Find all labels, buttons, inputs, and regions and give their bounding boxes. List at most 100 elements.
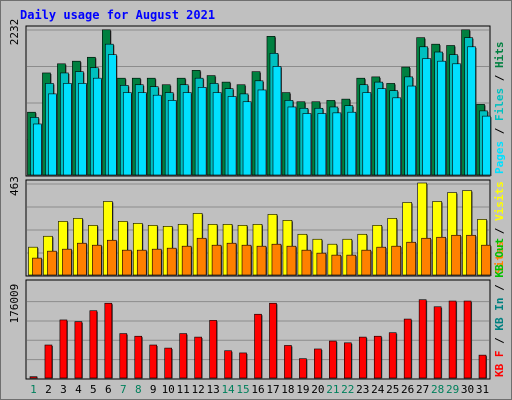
x-tick-label-day-24: 24 [371, 383, 385, 396]
bar-sites-day-26 [406, 241, 416, 276]
bar-kb-f-day-18 [284, 345, 292, 379]
legend-separator: / [493, 331, 506, 351]
bar-pages-day-12 [197, 87, 207, 176]
bar-kb-f-day-16 [254, 313, 262, 379]
legend-entry-hits: Hits [493, 42, 506, 69]
x-tick-label-day-6: 6 [105, 383, 112, 396]
bar-kb-f-day-23 [358, 336, 367, 379]
legend-separator: / [493, 278, 506, 298]
x-tick-label-day-15: 15 [236, 383, 249, 396]
chart-title: Daily usage for August 2021 [20, 8, 215, 22]
bar-pages-day-26 [407, 85, 416, 176]
x-tick-label-day-10: 10 [162, 383, 175, 396]
bar-pages-day-9 [152, 94, 162, 176]
bar-pages-day-24 [377, 88, 387, 176]
bar-kb-f-day-25 [388, 332, 397, 379]
x-tick-label-day-23: 23 [356, 383, 369, 396]
x-tick-label-day-19: 19 [296, 383, 309, 396]
y-max-label: 463 [8, 176, 21, 196]
bar-sites-day-5 [92, 244, 102, 276]
legend-entry-files: Files [493, 88, 506, 121]
x-tick-label-day-14: 14 [221, 383, 235, 396]
bar-pages-day-15 [242, 101, 252, 176]
bar-sites-day-10 [166, 247, 177, 276]
x-tick-label-day-9: 9 [150, 383, 157, 396]
bar-sites-day-11 [181, 245, 192, 276]
bar-kb-f-day-21 [329, 340, 337, 379]
bar-pages-day-2 [48, 93, 57, 176]
panel-visits_sites: 463 Sites / Visits [8, 176, 506, 277]
x-tick-label-day-7: 7 [120, 383, 127, 396]
bar-sites-day-27 [421, 237, 431, 276]
bar-sites-day-20 [316, 252, 327, 276]
bar-sites-day-17 [271, 243, 282, 276]
bar-sites-day-16 [256, 245, 267, 276]
bar-kb-f-day-6 [104, 302, 113, 379]
x-tick-label-day-20: 20 [311, 383, 324, 396]
x-tick-label-day-16: 16 [251, 383, 264, 396]
panel-hits_files_pages: 2232 Pages / Files / Hits [8, 19, 506, 177]
legend-entry-kb-out: KB Out [493, 238, 506, 278]
bar-kb-f-day-19 [299, 358, 307, 379]
bar-pages-day-11 [182, 92, 192, 176]
panel-kbytes: 176009 KB F / KB In / KB Out [8, 238, 506, 380]
bar-kb-f-day-9 [149, 344, 158, 379]
bar-kb-f-day-12 [194, 336, 202, 379]
x-tick-label-day-25: 25 [386, 383, 399, 396]
bar-pages-day-8 [137, 92, 147, 176]
x-tick-label-day-17: 17 [266, 383, 279, 396]
bar-kb-f-day-10 [164, 347, 172, 379]
x-tick-label-day-4: 4 [75, 383, 82, 396]
bar-pages-day-14 [227, 96, 237, 176]
x-tick-label-day-1: 1 [30, 383, 37, 396]
legend-entry-kb-in: KB In [493, 298, 506, 331]
bar-pages-day-27 [422, 58, 431, 176]
bar-pages-day-10 [167, 100, 177, 176]
bar-kb-f-day-22 [344, 342, 352, 379]
bar-kb-f-day-4 [74, 321, 83, 379]
legend-entry-kb-f: KB F [493, 351, 506, 378]
bar-sites-day-6 [107, 239, 117, 276]
bar-sites-day-9 [151, 248, 162, 276]
bar-kb-f-day-17 [269, 302, 277, 379]
bar-kb-f-day-30 [463, 300, 472, 379]
bar-kb-f-day-11 [179, 333, 187, 379]
bar-sites-day-23 [361, 249, 372, 276]
bar-pages-day-13 [212, 92, 222, 176]
bar-sites-day-25 [391, 245, 402, 276]
x-tick-label-day-13: 13 [206, 383, 219, 396]
bar-sites-day-4 [77, 242, 87, 276]
bar-pages-day-30 [467, 46, 476, 176]
bar-sites-day-3 [62, 248, 72, 276]
bar-pages-day-28 [437, 60, 446, 176]
bar-pages-day-16 [257, 89, 267, 176]
legend-entry-pages: Pages [493, 141, 506, 174]
y-max-label: 2232 [8, 19, 21, 46]
bar-pages-day-20 [317, 113, 327, 176]
x-tick-label-day-30: 30 [461, 383, 474, 396]
x-tick-label-day-11: 11 [177, 383, 190, 396]
bar-sites-day-12 [196, 237, 207, 276]
bar-kb-f-day-24 [373, 335, 382, 379]
bar-kb-f-day-31 [478, 354, 487, 379]
bar-sites-day-19 [301, 249, 312, 276]
y-max-label: 176009 [8, 284, 21, 324]
bar-pages-day-23 [362, 92, 372, 176]
bar-kb-f-day-13 [209, 320, 217, 379]
bar-sites-day-1 [32, 257, 42, 276]
x-tick-label-day-8: 8 [135, 383, 142, 396]
bar-kb-f-day-20 [314, 348, 322, 379]
x-tick-label-day-22: 22 [341, 383, 354, 396]
x-tick-label-day-27: 27 [416, 383, 429, 396]
bar-kb-f-day-26 [403, 318, 412, 379]
bar-kb-f-day-27 [418, 299, 427, 379]
bar-sites-day-31 [481, 244, 491, 276]
x-tick-label-day-28: 28 [431, 383, 444, 396]
legend-hits_files_pages: Pages / Files / Hits [493, 42, 506, 175]
legend-entry-visits: Visits [493, 181, 506, 221]
bar-kb-f-day-29 [448, 300, 457, 379]
bar-sites-day-2 [47, 250, 57, 276]
legend-separator: / [493, 68, 506, 88]
bar-pages-day-19 [302, 113, 312, 176]
bar-pages-day-6 [108, 54, 117, 176]
